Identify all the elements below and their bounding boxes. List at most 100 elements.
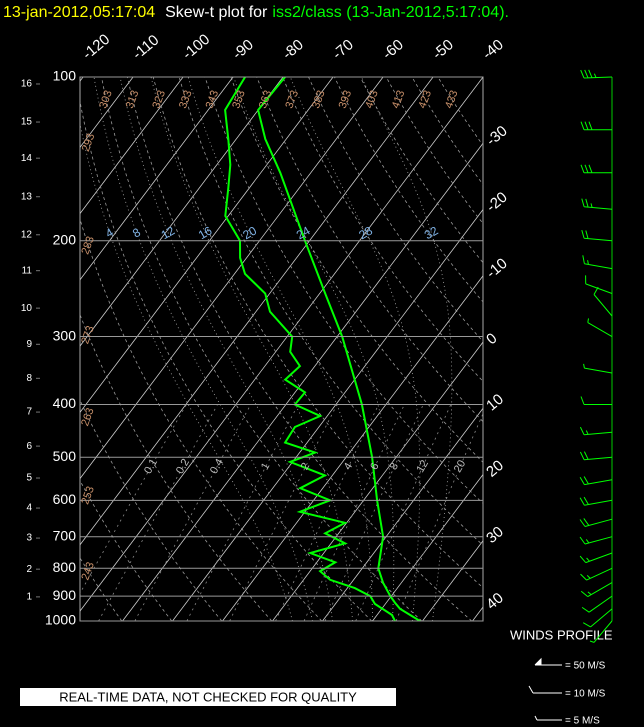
footer: REAL-TIME DATA, NOT CHECKED FOR QUALITY xyxy=(59,689,357,704)
dry-adiabat xyxy=(437,77,483,147)
dry-adiabat-label: 263 xyxy=(79,406,97,427)
wind-barb xyxy=(585,275,613,294)
km-tick-label: 16 xyxy=(21,79,33,90)
dry-adiabat xyxy=(204,77,483,504)
isotherm xyxy=(80,77,483,612)
wind-barb xyxy=(583,363,613,374)
legend-item: = 10 M/S xyxy=(565,689,606,700)
x-tick-label: 40 xyxy=(483,589,507,613)
km-tick-label: 13 xyxy=(21,191,33,202)
wind-barb xyxy=(579,552,613,564)
isotherm xyxy=(80,77,234,281)
dry-adiabat-label: 293 xyxy=(80,132,98,153)
isotherm xyxy=(80,77,284,347)
dry-adiabat-label: 433 xyxy=(443,89,461,110)
y-tick-label: 800 xyxy=(53,559,77,575)
dry-adiabat-label: 343 xyxy=(204,89,222,110)
y-tick-label: 700 xyxy=(53,527,77,543)
plot-frame xyxy=(79,76,484,622)
dry-adiabat-label: 303 xyxy=(97,89,115,110)
wind-barb xyxy=(579,536,613,545)
wind-barb xyxy=(582,608,613,628)
dry-adiabat-label: 323 xyxy=(150,89,168,110)
x-tick-label: 0 xyxy=(483,330,500,348)
x-tick-label: -10 xyxy=(483,255,511,282)
isotherm xyxy=(80,77,384,480)
isotherm xyxy=(272,341,483,621)
x-tick-label: -20 xyxy=(483,189,511,216)
wind-barb xyxy=(579,496,613,506)
isotherm xyxy=(80,77,334,413)
x-tick-label: -60 xyxy=(379,36,407,63)
wind-barb xyxy=(579,476,613,486)
km-tick-label: 12 xyxy=(21,229,33,240)
wind-barb xyxy=(580,582,613,598)
x-tick-label: 20 xyxy=(483,457,507,481)
mixing-ratio-label: 8 xyxy=(388,461,401,472)
km-tick-label: 3 xyxy=(26,533,32,544)
x-tick-label: -90 xyxy=(229,36,257,63)
km-tick-label: 11 xyxy=(22,265,33,276)
mixing-ratio-line xyxy=(229,404,338,621)
km-tick-label: 2 xyxy=(26,564,32,575)
moist-adiabat-label: 20 xyxy=(240,223,259,242)
km-tick-label: 4 xyxy=(26,503,32,514)
y-tick-label: 500 xyxy=(53,448,77,464)
x-tick-label: -30 xyxy=(483,122,511,149)
mixing-ratio-label: 0.4 xyxy=(208,457,226,476)
x-tick-label: -120 xyxy=(79,31,113,63)
x-tick-label: -100 xyxy=(179,31,213,63)
wind-barb xyxy=(579,426,613,436)
x-tick-label: 10 xyxy=(483,391,507,415)
dry-adiabat xyxy=(308,77,483,343)
y-tick-label: 300 xyxy=(53,327,77,343)
km-tick-label: 1 xyxy=(26,592,32,603)
dry-adiabat-label: 413 xyxy=(390,89,408,110)
wind-barb xyxy=(580,121,612,131)
dry-adiabat xyxy=(80,217,323,621)
dry-adiabat xyxy=(101,77,423,621)
isotherm xyxy=(80,77,434,546)
dry-adiabat xyxy=(256,77,483,423)
legend-barb-5 xyxy=(534,715,562,721)
isotherm xyxy=(422,540,483,621)
moist-adiabat xyxy=(150,77,353,621)
dry-adiabat-label: 273 xyxy=(79,324,97,345)
km-tick-label: 15 xyxy=(21,117,33,128)
sounding-trace xyxy=(224,77,396,621)
moist-adiabat xyxy=(119,77,333,621)
isotherm xyxy=(80,77,184,215)
wind-barb xyxy=(587,318,613,338)
dry-adiabat xyxy=(80,399,223,621)
mixing-ratio-line xyxy=(275,404,379,621)
dry-adiabat xyxy=(80,99,373,621)
wind-barb xyxy=(580,164,612,174)
km-tick-label: 5 xyxy=(26,473,32,484)
mixing-ratio-line xyxy=(186,404,299,621)
moist-adiabat xyxy=(93,77,313,621)
dry-adiabat-label: 373 xyxy=(283,89,301,110)
dry-adiabat xyxy=(127,77,473,621)
dry-adiabat-label: 283 xyxy=(79,235,97,256)
wind-barb xyxy=(581,229,613,242)
moist-adiabat-label: 24 xyxy=(294,223,313,242)
dry-adiabat-label: 403 xyxy=(363,89,381,110)
x-tick-label: -80 xyxy=(279,36,307,63)
mixing-ratio-line xyxy=(98,404,218,621)
dry-adiabat-label: 333 xyxy=(177,89,195,110)
km-tick-label: 14 xyxy=(21,153,33,164)
dry-adiabat-label: 243 xyxy=(79,561,97,582)
dry-adiabat-label: 393 xyxy=(337,89,355,110)
dry-adiabat-label: 253 xyxy=(79,485,97,506)
km-tick-label: 8 xyxy=(26,373,32,384)
dry-adiabat xyxy=(385,77,483,225)
wind-barb xyxy=(582,255,613,270)
wind-barb xyxy=(579,518,613,527)
mixing-ratio-label: 2 xyxy=(299,461,312,472)
wind-barb xyxy=(580,69,613,79)
isotherm xyxy=(322,407,483,621)
km-tick-label: 9 xyxy=(26,339,32,350)
legend-title: WINDS PROFILE xyxy=(510,627,613,642)
moist-adiabat-label: 28 xyxy=(356,223,375,242)
wind-barb xyxy=(581,198,613,210)
